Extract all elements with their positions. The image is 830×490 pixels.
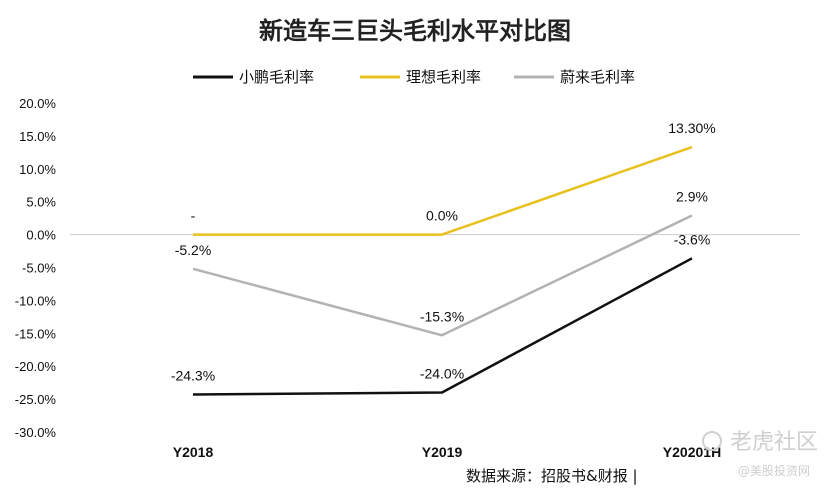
series-line <box>193 145 693 236</box>
y-tick-label: 5.0% <box>26 195 56 210</box>
x-tick-label: Y2018 <box>173 444 214 460</box>
data-label: -3.6% <box>674 231 711 247</box>
y-tick-label: -5.0% <box>22 261 56 276</box>
y-tick-label: 10.0% <box>19 162 56 177</box>
legend-item: 小鹏毛利率 <box>193 68 314 86</box>
data-label: - <box>191 208 196 224</box>
x-tick-label: Y20201H <box>663 444 721 460</box>
watermark-logo-icon <box>702 431 722 451</box>
legend-item: 理想毛利率 <box>360 68 481 86</box>
data-label: -15.3% <box>420 308 464 324</box>
y-tick-label: -25.0% <box>15 392 57 407</box>
legend: 小鹏毛利率 理想毛利率 蔚来毛利率 <box>193 68 635 86</box>
legend-label: 小鹏毛利率 <box>239 68 314 86</box>
chart-title: 新造车三巨头毛利水平对比图 <box>259 16 571 45</box>
legend-label: 理想毛利率 <box>406 68 481 86</box>
watermark-main: 老虎社区 <box>730 430 818 455</box>
data-labels: -24.3% -24.0% -3.6% - 0.0% 13.30% -5.2% -15.3% 2… <box>171 120 716 383</box>
y-tick-label: -30.0% <box>15 425 57 440</box>
y-tick-label: -15.0% <box>15 326 57 341</box>
y-tick-label: 20.0% <box>19 96 56 111</box>
data-label: 2.9% <box>676 189 708 205</box>
y-tick-label: -20.0% <box>15 359 57 374</box>
data-label: 0.0% <box>426 208 458 224</box>
x-axis: Y2018 Y2019 Y20201H <box>173 444 721 460</box>
data-label: -24.0% <box>420 366 464 382</box>
series-line <box>192 257 693 396</box>
y-tick-label: 0.0% <box>26 228 56 243</box>
data-label: -5.2% <box>175 242 212 258</box>
series-line <box>192 214 693 337</box>
legend-label: 蔚来毛利率 <box>560 68 635 86</box>
y-axis: 20.0% 15.0% 10.0% 5.0% 0.0% -5.0% -10.0% -15.0%… <box>15 96 57 440</box>
watermark: 老虎社区 @美股投资网 <box>702 430 818 478</box>
watermark-sub: @美股投资网 <box>738 463 810 478</box>
series-group <box>192 145 693 396</box>
legend-item: 蔚来毛利率 <box>514 68 635 86</box>
source-note: 数据来源：招股书&财报 | <box>466 467 638 485</box>
data-label: -24.3% <box>171 367 215 383</box>
data-label: 13.30% <box>668 120 715 136</box>
x-tick-label: Y2019 <box>422 444 463 460</box>
y-tick-label: 15.0% <box>19 129 56 144</box>
y-tick-label: -10.0% <box>15 293 57 308</box>
